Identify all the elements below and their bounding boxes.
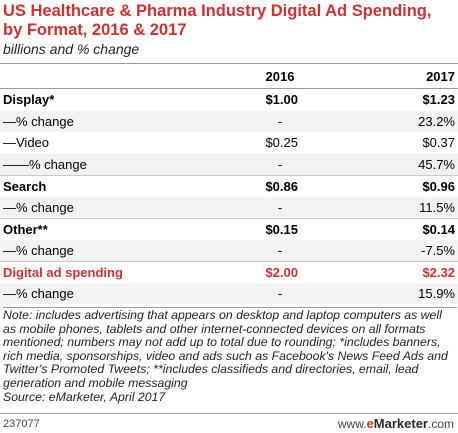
table-row: —% change - 15.9% [0, 282, 458, 304]
cell-2017: -7.5% [421, 242, 455, 258]
cell-2016: $1.00 [265, 92, 298, 107]
brand-suffix: .com [427, 417, 454, 431]
footnote: Note: includes advertising that appears … [3, 307, 457, 404]
row-label: Search [3, 179, 47, 194]
chart-title: US Healthcare & Pharma Industry Digital … [3, 2, 432, 39]
cell-2016: - [277, 113, 283, 129]
brand-name: Marketer [373, 416, 428, 431]
row-label: Display* [3, 92, 55, 107]
cell-2016: $0.15 [265, 222, 298, 237]
cell-2017: $2.32 [422, 265, 455, 280]
cell-2017: 45.7% [418, 156, 455, 172]
row-label: —Video [3, 135, 50, 150]
row-label: —% change [3, 285, 74, 301]
cell-2017: 15.9% [418, 285, 455, 301]
cell-2016: - [277, 156, 283, 172]
footer: 237077 www.eMarketer.com [0, 413, 458, 433]
cell-2016: $0.25 [265, 135, 298, 150]
table-row: ——% change - 45.7% [0, 153, 458, 175]
cell-2017: 23.2% [418, 113, 455, 129]
chart-subtitle: billions and % change [3, 41, 140, 57]
cell-2016: - [277, 285, 283, 301]
brand-e: e [366, 416, 374, 431]
table-row: —% change - 11.5% [0, 196, 458, 218]
cell-2016: $2.00 [265, 265, 298, 280]
cell-2016: $0.86 [265, 179, 298, 194]
cell-2017: $1.23 [422, 92, 455, 107]
row-label: ——% change [3, 156, 87, 172]
row-label: —% change [3, 113, 74, 129]
column-header-2017: 2017 [426, 69, 455, 84]
table-row: Search $0.86 $0.96 [0, 175, 458, 197]
table-row: —% change - 23.2% [0, 110, 458, 132]
table-row: —% change - -7.5% [0, 239, 458, 261]
cell-2016: - [277, 242, 283, 258]
row-label: —% change [3, 242, 74, 258]
table-body: Display* $1.00 $1.23 —% change - 23.2% —Video $… [0, 89, 458, 304]
row-label: Other** [3, 222, 48, 237]
brand-prefix: www. [337, 417, 367, 431]
table-row: Display* $1.00 $1.23 [0, 89, 458, 111]
row-label: —% change [3, 199, 74, 215]
table-row: Digital ad spending $2.00 $2.32 [0, 261, 458, 283]
note-text: Note: includes advertising that appears … [3, 308, 448, 390]
emarketer-logo[interactable]: www.eMarketer.com [338, 416, 454, 431]
source-text: Source: eMarketer, April 2017 [3, 389, 166, 404]
row-label: Digital ad spending [3, 265, 123, 280]
table-header: 2016 2017 [0, 63, 458, 89]
table-row: —Video $0.25 $0.37 [0, 132, 458, 154]
data-table: 2016 2017 Display* $1.00 $1.23 —% change - 23… [0, 63, 458, 304]
table-row: Other** $0.15 $0.14 [0, 218, 458, 240]
cell-2017: $0.14 [422, 222, 455, 237]
chart-id: 237077 [3, 418, 40, 430]
cell-2017: 11.5% [419, 199, 455, 215]
cell-2017: $0.96 [422, 179, 455, 194]
column-header-2016: 2016 [265, 69, 295, 84]
cell-2016: - [277, 199, 283, 215]
cell-2017: $0.37 [422, 135, 455, 150]
